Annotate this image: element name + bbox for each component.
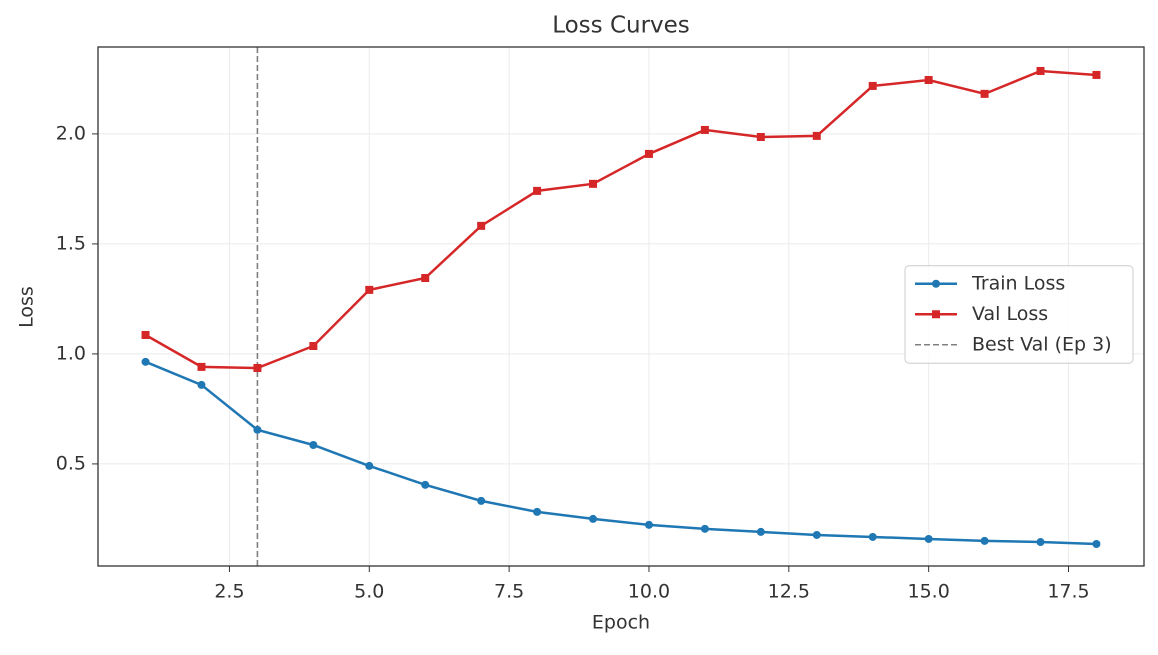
marker — [924, 534, 933, 543]
marker — [868, 81, 877, 90]
marker — [812, 131, 821, 140]
y-tick-label: 1.0 — [56, 342, 86, 364]
marker — [253, 425, 262, 434]
chart-title: Loss Curves — [552, 13, 690, 39]
marker — [197, 362, 206, 371]
x-tick-label: 5.0 — [354, 581, 384, 603]
y-tick-label: 2.0 — [56, 122, 86, 144]
marker — [1092, 70, 1101, 79]
legend-box — [904, 265, 1134, 364]
marker — [700, 524, 709, 533]
y-tick-label: 1.5 — [56, 232, 86, 254]
series-line — [144, 69, 1097, 370]
marker — [589, 514, 598, 523]
marker — [756, 527, 765, 536]
x-tick-label: 15.0 — [907, 581, 949, 603]
marker — [1092, 539, 1101, 548]
x-tick-label: 12.5 — [768, 581, 810, 603]
marker — [141, 357, 150, 366]
marker — [197, 380, 206, 389]
plot-frame — [97, 46, 1145, 567]
marker — [644, 149, 653, 158]
marker — [980, 536, 989, 545]
y-tick-label: 0.5 — [56, 452, 86, 474]
marker — [533, 186, 542, 195]
marker — [421, 480, 430, 489]
marker — [365, 285, 374, 294]
marker — [756, 132, 765, 141]
marker — [309, 440, 318, 449]
legend-label: Best Val (Ep 3) — [972, 333, 1112, 355]
x-tick-label: 10.0 — [628, 581, 670, 603]
marker — [421, 274, 430, 283]
x-tick-label: 2.5 — [214, 581, 244, 603]
marker — [644, 520, 653, 529]
x-tick-label: 7.5 — [494, 581, 524, 603]
marker — [477, 496, 486, 505]
marker — [309, 341, 318, 350]
marker — [812, 530, 821, 539]
x-axis-label: Epoch — [592, 612, 650, 634]
marker — [365, 461, 374, 470]
series-line — [145, 360, 1097, 546]
marker — [932, 279, 940, 288]
x-tick-label: 17.5 — [1047, 581, 1089, 603]
marker — [253, 363, 262, 372]
y-axis-label: Loss — [16, 286, 38, 328]
marker — [589, 179, 598, 188]
marker — [1036, 538, 1045, 547]
marker — [477, 221, 486, 230]
marker — [980, 89, 989, 98]
legend-label: Train Loss — [971, 272, 1065, 294]
legend-label: Val Loss — [972, 303, 1048, 325]
marker — [924, 76, 933, 85]
marker — [141, 330, 150, 339]
marker — [533, 507, 542, 516]
marker — [868, 532, 877, 541]
marker — [700, 125, 709, 134]
marker — [1036, 66, 1045, 75]
marker — [932, 310, 940, 319]
